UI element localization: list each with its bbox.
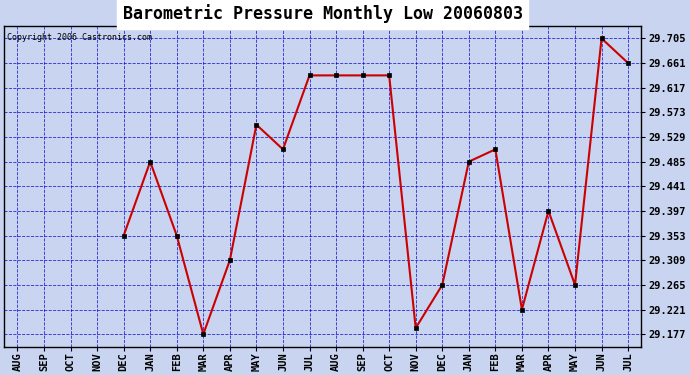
Title: Barometric Pressure Monthly Low 20060803: Barometric Pressure Monthly Low 20060803 — [123, 4, 523, 23]
Text: Copyright 2006 Castronics.com: Copyright 2006 Castronics.com — [8, 33, 152, 42]
